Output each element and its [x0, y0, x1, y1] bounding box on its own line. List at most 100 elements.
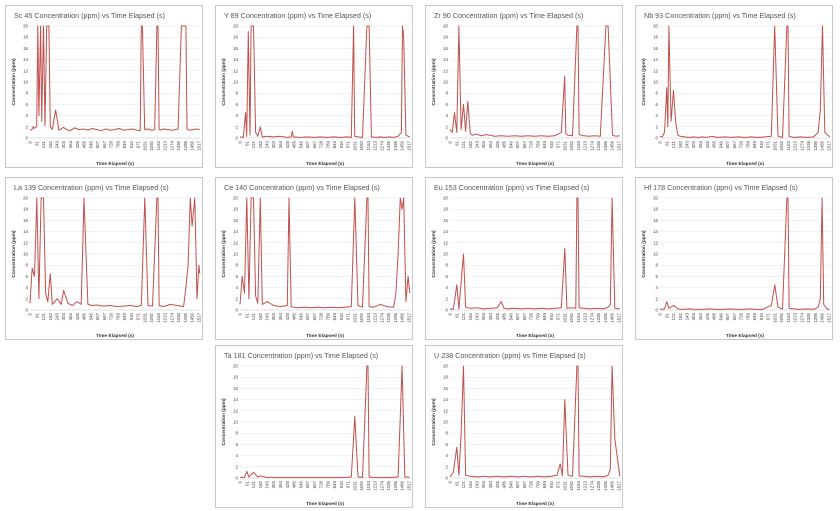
x-tick-label: 971	[136, 140, 141, 148]
x-tick-label: 1395	[393, 480, 398, 490]
x-tick-label: 1031	[562, 480, 567, 490]
chart-title: Zr 90 Concentration (ppm) vs Time Elapse…	[434, 11, 583, 20]
y-tick-label: 2	[236, 124, 239, 129]
x-tick-label: 1456	[610, 312, 615, 322]
x-tick-label: 728	[529, 480, 534, 488]
y-tick-label: 2	[446, 124, 449, 129]
x-tick-label: 1335	[596, 312, 601, 322]
x-tick-label: 121	[671, 312, 676, 320]
x-tick-label: 789	[325, 480, 330, 488]
x-tick-label: 303	[691, 312, 696, 320]
x-tick-label: 1153	[576, 140, 581, 150]
y-tick-label: 4	[446, 113, 449, 118]
x-tick-label: 1213	[163, 312, 168, 322]
x-tick-label: 1456	[190, 140, 195, 150]
x-tick-label: 546	[298, 312, 303, 320]
chart-panel-u238: U 238 Concentration (ppm) vs Time Elapse…	[425, 345, 623, 508]
x-tick-label: 1031	[352, 140, 357, 150]
x-tick-label: 1031	[352, 480, 357, 490]
x-tick-label: 1456	[820, 312, 825, 322]
x-tick-label: 303	[61, 312, 66, 320]
y-tick-label: 6	[26, 102, 29, 107]
x-tick-label: 303	[271, 480, 276, 488]
y-tick-label: 20	[653, 196, 658, 201]
y-tick-label: 20	[23, 24, 28, 29]
x-tick-label: 971	[346, 140, 351, 148]
x-axis-label: Time Elapsed (s)	[516, 501, 554, 507]
x-tick-label: 182	[678, 140, 683, 148]
x-tick-label: 1031	[142, 140, 147, 150]
x-tick-label: 667	[312, 140, 317, 148]
y-tick-label: 14	[443, 397, 448, 402]
x-tick-label: 607	[515, 312, 520, 320]
y-tick-label: 20	[443, 24, 448, 29]
x-tick-label: 425	[285, 480, 290, 488]
x-tick-label: 182	[258, 480, 263, 488]
y-tick-label: 2	[656, 296, 659, 301]
x-tick-label: 243	[265, 140, 270, 148]
chart-panel-y89: Y 89 Concentration (ppm) vs Time Elapsed…	[215, 5, 413, 168]
x-tick-label: 364	[68, 312, 73, 320]
x-tick-label: 425	[495, 480, 500, 488]
x-axis-label: Time Elapsed (s)	[306, 161, 344, 167]
x-tick-label: 0	[658, 312, 663, 315]
x-tick-label: 546	[88, 140, 93, 148]
x-tick-label: 61	[244, 312, 249, 317]
y-tick-label: 8	[656, 263, 659, 268]
chart-svg: U 238 Concentration (ppm) vs Time Elapse…	[431, 351, 621, 507]
x-tick-label: 1274	[589, 140, 594, 150]
x-tick-label: 243	[475, 140, 480, 148]
y-tick-label: 4	[236, 113, 239, 118]
y-tick-label: 8	[446, 91, 449, 96]
x-tick-label: 607	[95, 140, 100, 148]
x-tick-label: 849	[752, 140, 757, 148]
x-tick-label: 1395	[183, 140, 188, 150]
x-tick-label: 1213	[793, 312, 798, 322]
x-tick-label: 1213	[163, 140, 168, 150]
x-tick-label: 910	[339, 480, 344, 488]
x-tick-label: 1517	[406, 140, 411, 150]
x-tick-label: 667	[102, 312, 107, 320]
x-tick-label: 1517	[826, 312, 831, 322]
x-tick-label: 303	[481, 312, 486, 320]
x-tick-label: 243	[685, 312, 690, 320]
x-tick-label: 121	[671, 140, 676, 148]
y-tick-label: 18	[23, 35, 28, 40]
y-tick-label: 0	[446, 476, 449, 481]
y-tick-label: 8	[446, 431, 449, 436]
x-tick-label: 364	[68, 140, 73, 148]
x-tick-label: 1092	[779, 312, 784, 322]
x-tick-label: 1031	[142, 312, 147, 322]
x-tick-label: 243	[475, 480, 480, 488]
x-tick-label: 1153	[786, 140, 791, 150]
y-axis-label: Concentration (ppm)	[11, 230, 17, 278]
chart-panel-la139: La 139 Concentration (ppm) vs Time Elaps…	[5, 177, 203, 340]
y-tick-label: 18	[233, 35, 238, 40]
y-tick-label: 14	[653, 57, 658, 62]
x-tick-label: 546	[508, 480, 513, 488]
x-tick-label: 789	[325, 140, 330, 148]
x-tick-label: 789	[535, 312, 540, 320]
x-tick-label: 1153	[366, 480, 371, 490]
x-axis-label: Time Elapsed (s)	[306, 333, 344, 339]
chart-title: Y 89 Concentration (ppm) vs Time Elapsed…	[224, 11, 371, 20]
series-line	[29, 25, 200, 132]
x-tick-label: 303	[691, 140, 696, 148]
x-tick-label: 485	[501, 140, 506, 148]
x-tick-label: 1517	[196, 312, 201, 322]
x-tick-label: 607	[515, 140, 520, 148]
x-tick-label: 607	[305, 140, 310, 148]
y-tick-label: 16	[233, 218, 238, 223]
x-tick-label: 1274	[379, 140, 384, 150]
x-tick-label: 1092	[779, 140, 784, 150]
x-tick-label: 1517	[406, 312, 411, 322]
x-tick-label: 910	[549, 480, 554, 488]
x-tick-label: 364	[698, 312, 703, 320]
y-tick-label: 16	[653, 218, 658, 223]
x-tick-label: 971	[346, 480, 351, 488]
x-tick-label: 182	[48, 312, 53, 320]
x-tick-label: 61	[454, 480, 459, 485]
x-tick-label: 728	[739, 140, 744, 148]
x-tick-label: 1395	[183, 312, 188, 322]
x-tick-label: 1031	[562, 140, 567, 150]
